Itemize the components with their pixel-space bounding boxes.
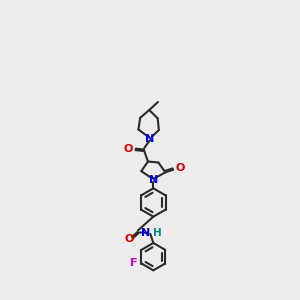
Text: O: O	[124, 234, 134, 244]
Text: N: N	[149, 175, 158, 185]
Text: O: O	[123, 144, 133, 154]
Text: H: H	[153, 228, 162, 238]
Text: F: F	[130, 259, 138, 269]
Text: N: N	[146, 134, 155, 144]
Text: N: N	[141, 228, 150, 238]
Text: O: O	[176, 163, 185, 173]
